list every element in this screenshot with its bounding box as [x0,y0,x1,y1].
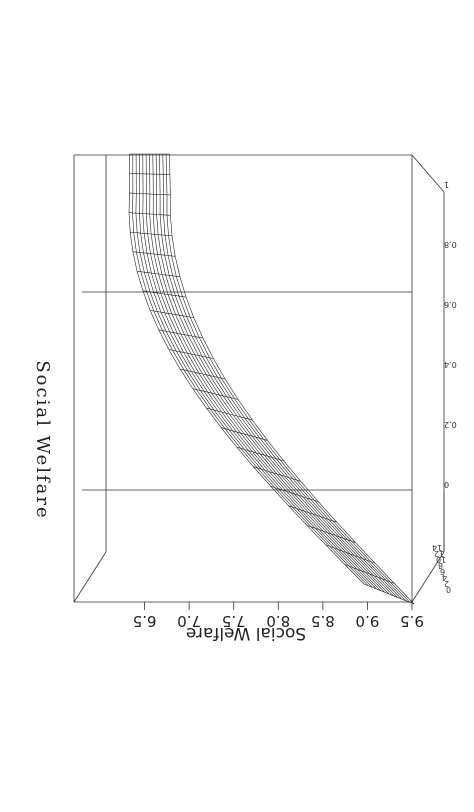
mesh-col [139,154,376,589]
mesh-col [170,154,415,604]
y-tick-label: 0.4 [444,360,457,369]
y-tick-label: 0.6 [444,300,457,309]
z-tick-label: 6.5 [133,612,157,630]
mesh-col [150,154,390,594]
chart-title: Social Welfare [32,360,53,519]
y-tick-label: 0.8 [444,240,457,249]
z-axis-label: Social Welfare [186,623,306,643]
y-tick-label: 0 [444,480,449,489]
mesh-col [156,154,397,597]
z-tick-label: 9.5 [400,612,424,630]
z-tick-label: 9.0 [355,612,379,630]
mesh-col [166,154,410,602]
z-tick-label: 8.5 [311,612,335,630]
mesh-col [153,154,393,596]
x-tick-label: 14 [432,543,442,552]
surface-mesh [129,154,414,604]
box-edge [74,552,106,602]
mesh-col [163,154,406,601]
mesh-col [160,154,402,599]
x-axis-ticks: 02468101214 [432,543,451,594]
mesh-col [146,154,385,592]
y-axis-ticks: 0 0.2 0.4 0.6 0.8 1 [444,180,457,489]
y-tick-label: 0.2 [444,420,457,429]
box-edge [412,155,444,192]
y-tick-label: 1 [444,180,449,189]
mesh-col [143,154,381,591]
